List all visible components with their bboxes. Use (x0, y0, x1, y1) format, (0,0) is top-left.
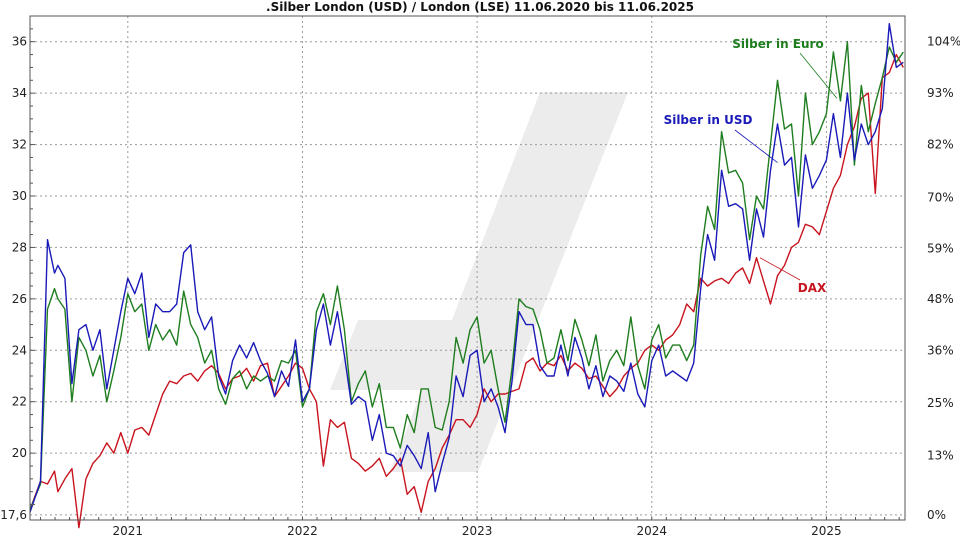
right-axis-tick-label: 48% (927, 292, 954, 306)
right-axis-tick-label: 25% (927, 396, 954, 410)
x-axis-tick-label: 2024 (636, 524, 667, 538)
axis-layer: 17,62022242628303234360%13%25%36%48%59%7… (0, 15, 960, 538)
right-axis-tick-label: 70% (927, 190, 954, 204)
series-line-dax (29, 53, 904, 529)
grid-layer (30, 16, 905, 520)
left-axis-tick-label: 24 (12, 343, 27, 357)
left-axis-tick-label: 28 (12, 240, 27, 254)
chart-title: .Silber London (USD) / London (LSE) 11.0… (266, 0, 694, 14)
series-label: DAX (798, 281, 827, 295)
right-axis-tick-label: 104% (927, 35, 960, 49)
watermark-logo (330, 92, 628, 472)
x-axis-tick-label: 2023 (462, 524, 493, 538)
series-layer (29, 23, 904, 529)
right-axis-tick-label: 82% (927, 138, 954, 152)
right-axis-tick-label: 93% (927, 86, 954, 100)
series-label-leader (734, 129, 778, 163)
right-axis-tick-label: 36% (927, 343, 954, 357)
series-line-silber-usd (29, 23, 904, 513)
label-layer: Silber in Euro Silber in USD DAX (664, 37, 838, 295)
series-line-silber-euro (29, 41, 904, 510)
left-axis-tick-label: 36 (12, 35, 27, 49)
left-axis-tick-label: 22 (12, 395, 27, 409)
x-axis-tick-label: 2022 (287, 524, 318, 538)
left-axis-tick-label: 20 (12, 446, 27, 460)
plot-frame (29, 15, 906, 521)
left-axis-tick-label: 34 (12, 86, 27, 100)
left-axis-tick-label: 32 (12, 138, 27, 152)
left-axis-tick-label: 26 (12, 292, 27, 306)
series-label-leader (759, 257, 801, 281)
series-label: Silber in Euro (732, 37, 823, 51)
series-label-leader (799, 52, 838, 99)
left-axis-tick-label: 30 (12, 189, 27, 203)
x-axis-tick-label: 2025 (811, 524, 842, 538)
right-axis-tick-label: 0% (927, 508, 946, 522)
left-axis-tick-label: 17,6 (0, 508, 27, 522)
right-axis-tick-label: 13% (927, 449, 954, 463)
series-label: Silber in USD (664, 113, 753, 127)
right-axis-tick-label: 59% (927, 242, 954, 256)
x-axis-tick-label: 2021 (113, 524, 144, 538)
